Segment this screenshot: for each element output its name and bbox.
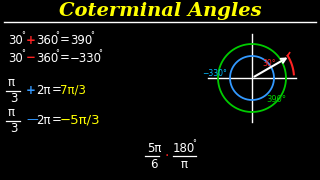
Text: =: = (60, 51, 70, 64)
Text: −330: −330 (70, 51, 102, 64)
Text: =: = (52, 114, 62, 127)
Text: °: ° (90, 31, 94, 40)
Text: 6: 6 (150, 158, 157, 170)
Text: 2π: 2π (36, 114, 51, 127)
Text: 2π: 2π (36, 84, 51, 96)
Text: ·: · (165, 149, 169, 163)
Text: 7π/3: 7π/3 (60, 84, 86, 96)
Text: 360: 360 (36, 51, 58, 64)
Text: +: + (26, 33, 36, 46)
Text: 30°: 30° (262, 60, 276, 69)
Text: 360: 360 (36, 33, 58, 46)
Text: =: = (60, 33, 70, 46)
Text: 5π: 5π (147, 141, 161, 154)
Text: +: + (26, 84, 36, 96)
Text: °: ° (21, 31, 25, 40)
Text: π: π (8, 105, 15, 118)
Text: °: ° (21, 50, 25, 59)
Text: 3: 3 (10, 91, 17, 105)
Text: π: π (8, 75, 15, 89)
Text: 390: 390 (70, 33, 92, 46)
Text: —: — (26, 114, 38, 127)
Text: Coterminal Angles: Coterminal Angles (59, 2, 261, 20)
Text: −5π/3: −5π/3 (60, 114, 100, 127)
Text: °: ° (98, 50, 102, 59)
Text: 3: 3 (10, 122, 17, 134)
Text: °: ° (55, 31, 59, 40)
Text: −: − (26, 51, 36, 64)
Text: 390°: 390° (266, 96, 286, 105)
Text: °: ° (55, 50, 59, 59)
Text: π: π (181, 158, 188, 170)
Text: 30: 30 (8, 33, 23, 46)
Text: =: = (52, 84, 62, 96)
Text: 30: 30 (8, 51, 23, 64)
Text: °: ° (192, 140, 196, 148)
Text: −330°: −330° (202, 69, 227, 78)
Text: 180: 180 (173, 141, 195, 154)
